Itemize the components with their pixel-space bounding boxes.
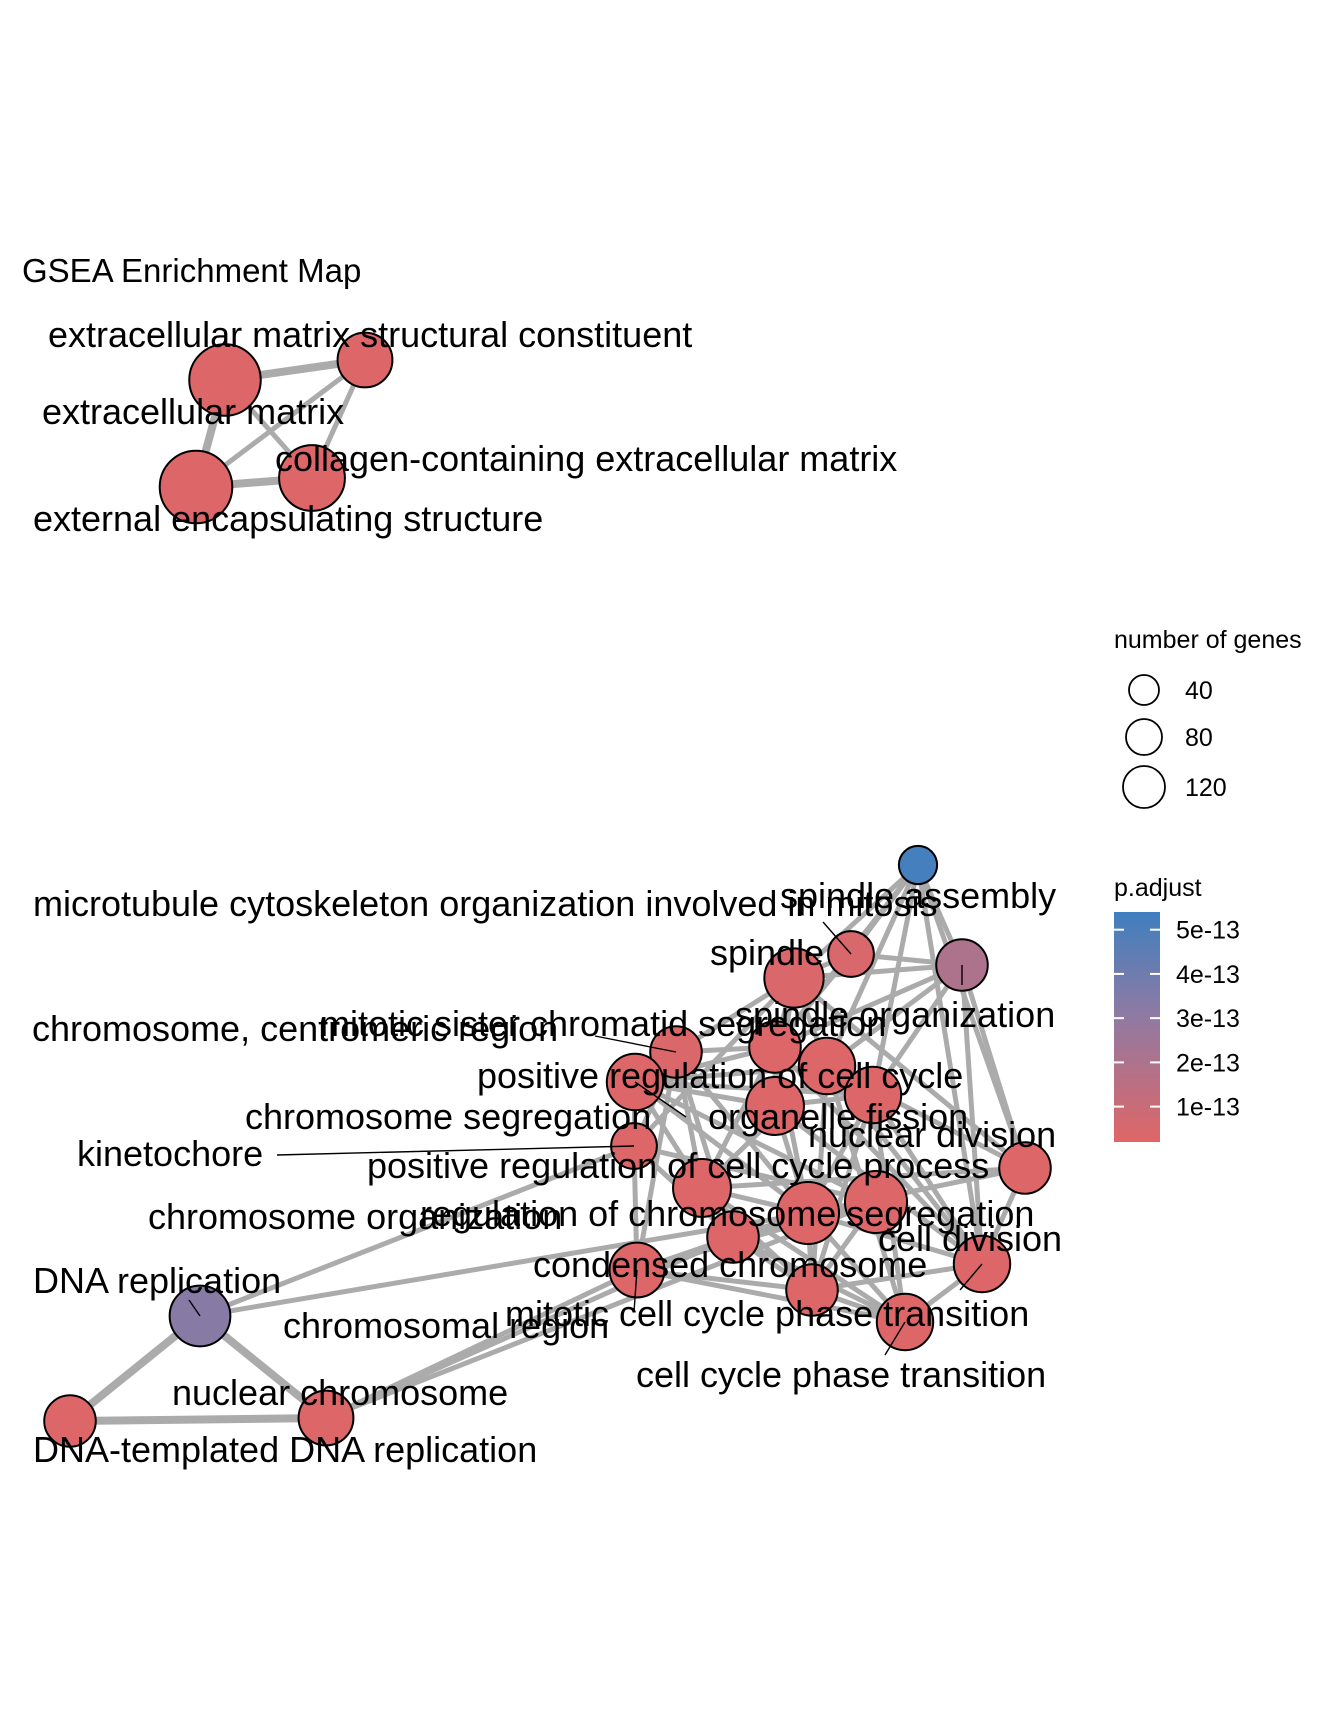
node-label-ecm_struct: extracellular matrix structural constitu… <box>48 314 692 355</box>
edge-pos_reg_cc-mitotic_cc <box>809 1063 830 1293</box>
node-label-nuc_div: nuclear division <box>808 1114 1056 1155</box>
node-label-dna_templ: DNA-templated DNA replication <box>33 1429 537 1470</box>
node-label-pos_reg_ccp: positive regulation of cell cycle proces… <box>367 1145 989 1186</box>
node-label-spindle_org: spindle organization <box>735 994 1055 1035</box>
leader-dna_rep <box>188 1299 201 1317</box>
node-dna_templ[interactable] <box>43 1394 97 1448</box>
leader-chrom_seg <box>634 1081 687 1118</box>
node-label-mt_org: microtubule cytoskeleton organization in… <box>33 883 937 924</box>
leader-kinetochore <box>276 1145 635 1156</box>
edge-mt_org-pos_reg_cc <box>824 862 921 1069</box>
size-legend-circle-120 <box>1122 765 1166 809</box>
edge-spindle_org-extra1 <box>959 962 1028 1171</box>
edge-dna_rep-chrom_org <box>197 1199 879 1319</box>
leader-cc_phase <box>884 1321 906 1356</box>
size-legend-label: 40 <box>1185 677 1213 705</box>
node-label-condensed: condensed chromosome <box>533 1244 927 1285</box>
node-label-chrom_org: chromosome organization <box>148 1196 562 1237</box>
node-label-external: external encapsulating structure <box>33 498 543 539</box>
edge-dna_templ-nuc_chrom <box>66 1414 330 1425</box>
node-label-cc_phase: cell cycle phase transition <box>636 1354 1046 1395</box>
node-label-collagen: collagen-containing extracellular matrix <box>275 438 897 479</box>
node-ecm[interactable] <box>188 343 262 417</box>
node-label-centromeric: chromosome, centromeric region <box>32 1008 558 1049</box>
node-reg_chrom_seg[interactable] <box>775 1180 841 1246</box>
node-sister[interactable] <box>748 1020 802 1074</box>
color-tick-label: 4e-13 <box>1176 961 1240 989</box>
legend: number of genes 40 80 120 p.adjust 5e-13 4e… <box>1114 626 1302 1142</box>
node-label-org_fission: organelle fission <box>708 1096 968 1137</box>
plot-title: GSEA Enrichment Map <box>22 252 361 289</box>
node-label-nuc_chrom: nuclear chromosome <box>172 1372 508 1413</box>
color-tick-label: 2e-13 <box>1176 1049 1240 1077</box>
edge-dna_rep-kinetochore <box>197 1143 637 1319</box>
node-label-mitotic_cc: mitotic cell cycle phase transition <box>505 1293 1029 1334</box>
size-legend-circle-80 <box>1125 718 1163 756</box>
node-label-reg_chrom_seg: regulation of chromosome segregation <box>420 1193 1034 1234</box>
node-org_fission[interactable] <box>745 1076 805 1136</box>
size-legend-title: number of genes <box>1114 626 1302 654</box>
edge-spindle_org-cell_div <box>959 962 985 1267</box>
node-external[interactable] <box>158 449 234 525</box>
node-mitotic_cc[interactable] <box>785 1263 839 1317</box>
node-label-spindle_assembly: spindle assembly <box>780 875 1056 916</box>
edge-nuc_chrom-chrom_org <box>323 1199 879 1421</box>
edge-pos_reg_cc-chrom_seg <box>632 1063 830 1085</box>
edge-pos_reg_ccp-cc_phase <box>699 1185 908 1325</box>
leader-chromosomal <box>633 1269 638 1313</box>
node-label-chrom_seg: chromosome segregation <box>245 1096 651 1137</box>
size-legend-circle-40 <box>1128 674 1160 706</box>
size-legend-label: 120 <box>1185 774 1227 802</box>
edge-spindle_org-sister <box>772 962 965 1050</box>
node-condensed[interactable] <box>706 1210 760 1264</box>
node-label-spindle: spindle <box>710 932 824 973</box>
size-legend: 40 80 120 <box>1122 674 1227 809</box>
color-tick-label: 1e-13 <box>1176 1094 1240 1122</box>
node-label-sister: mitotic sister chromatid segregation <box>320 1003 886 1044</box>
node-collagen[interactable] <box>278 444 346 512</box>
leader-layer <box>188 921 983 1356</box>
leader-cell_div <box>959 1263 983 1291</box>
label-layer: extracellular matrix structural constitu… <box>32 314 1062 1470</box>
color-tick-label: 3e-13 <box>1176 1005 1240 1033</box>
node-pos_reg_cc[interactable] <box>797 1036 857 1096</box>
edge-spindle-extra1 <box>791 975 1028 1171</box>
edge-kinetochore-chrom_org <box>631 1143 879 1205</box>
edge-nuc_div-cell_div <box>870 1092 985 1267</box>
node-pos_reg_ccp[interactable] <box>672 1158 732 1218</box>
node-label-pos_reg_cc: positive regulation of cell cycle <box>477 1055 963 1096</box>
edge-chromosomal-cc_phase <box>634 1267 908 1325</box>
color-legend-title: p.adjust <box>1114 874 1202 902</box>
color-tick-label: 5e-13 <box>1176 917 1240 945</box>
node-label-kinetochore: kinetochore <box>77 1133 263 1174</box>
color-ticks: 5e-13 4e-13 3e-13 2e-13 1e-13 <box>1114 917 1240 1122</box>
edge-mt_org-nuc_div <box>870 862 921 1098</box>
node-nuc_chrom[interactable] <box>297 1389 355 1447</box>
node-label-cell_div: cell division <box>878 1218 1062 1259</box>
color-bar <box>1114 912 1160 1142</box>
leader-centromeric <box>594 1035 677 1053</box>
node-label-dna_rep: DNA replication <box>33 1260 281 1301</box>
node-label-ecm: extracellular matrix <box>42 391 344 432</box>
node-spindle[interactable] <box>763 947 825 1009</box>
edge-mt_org-cell_div <box>915 862 985 1267</box>
node-extra1[interactable] <box>998 1141 1052 1195</box>
size-legend-label: 80 <box>1185 724 1213 752</box>
node-chrom_org[interactable] <box>843 1169 909 1235</box>
node-ecm_struct[interactable] <box>336 331 394 389</box>
leader-spindle_assembly <box>822 921 852 955</box>
node-label-chromosomal: chromosomal region <box>283 1305 609 1346</box>
node-nuc_div[interactable] <box>843 1065 903 1125</box>
node-mt_org[interactable] <box>897 844 939 886</box>
